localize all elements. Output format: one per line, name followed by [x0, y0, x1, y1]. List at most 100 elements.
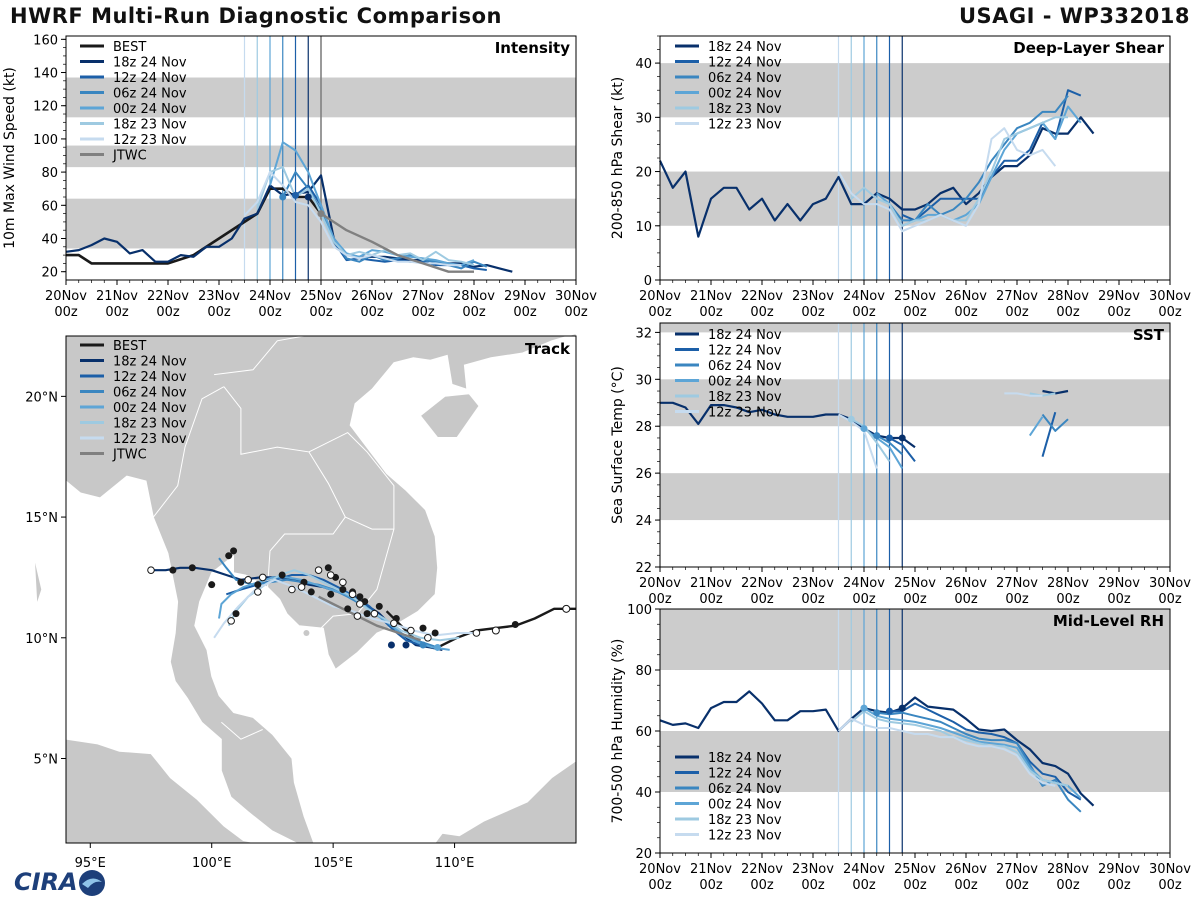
shear-ytick-label: 20 [635, 166, 652, 181]
shear-xtick-label: 24Nov [843, 289, 885, 304]
track-point-open [244, 576, 252, 584]
country-border [308, 431, 395, 530]
intensity-ytick-label: 140 [33, 67, 58, 82]
track-point-open [314, 566, 323, 574]
track-legend-label: 00z 24 Nov [113, 401, 187, 416]
rh-xtick-label: 00z [699, 878, 723, 893]
sst-xtick-label: 29Nov [1098, 576, 1140, 591]
track-point-open [472, 629, 481, 637]
shear-ytick-label: 30 [635, 111, 652, 126]
sst-xtick-label: 26Nov [945, 576, 987, 591]
shear-ytick-label: 40 [635, 57, 652, 72]
intensity-legend-label: JTWC [112, 149, 147, 164]
rh-series-line [850, 710, 1069, 787]
track-point-closed [356, 593, 364, 601]
track-panel: 95°E 100°E 105°E 110°E 5°N 10°N 15°N 20°N Track B… [25, 333, 577, 871]
track-run-marker [434, 643, 442, 651]
rh-xtick-label: 00z [1107, 878, 1131, 893]
rh-panel-title: Mid-Level RH [1053, 612, 1164, 630]
intensity-legend-label: 12z 23 Nov [113, 133, 187, 148]
track-point-open [227, 617, 235, 625]
rh-ytick-label: 60 [635, 725, 652, 740]
hainan-landmass [420, 393, 480, 438]
rh-xtick-label: 29Nov [1098, 862, 1140, 877]
shear-xtick-label: 00z [954, 305, 978, 320]
track-legend-label: JTWC [112, 448, 147, 463]
sst-init-marker [873, 432, 881, 440]
track-point-open [407, 626, 415, 635]
rh-xtick-label: 00z [801, 878, 825, 893]
sst-series-line [1028, 416, 1044, 437]
country-border [320, 516, 395, 629]
intensity-xtick-label: 00z [156, 305, 180, 320]
logo-text: CIRA [14, 868, 78, 896]
track-point-closed [278, 571, 286, 579]
track-ytick-label: 10°N [25, 632, 58, 647]
shear-xtick-label: 25Nov [894, 289, 936, 304]
shear-xtick-label: 26Nov [945, 289, 987, 304]
phu-quoc-island [303, 629, 310, 636]
sst-init-marker [847, 415, 855, 423]
rh-legend-label: 00z 24 Nov [708, 798, 782, 813]
sst-xtick-label: 00z [750, 592, 774, 607]
track-point-open [424, 633, 432, 642]
sst-legend-label: 18z 24 Nov [708, 328, 782, 343]
track-legend-label: BEST [113, 339, 146, 354]
rh-legend-label: 12z 24 Nov [708, 767, 782, 782]
shear-xtick-label: 00z [699, 305, 723, 320]
intensity-ytick-label: 20 [41, 266, 58, 281]
intensity-xtick-label: 22Nov [147, 289, 189, 304]
shear-xtick-label: 30Nov [1149, 289, 1191, 304]
sst-ytick-label: 32 [635, 326, 652, 341]
sst-init-marker [898, 434, 906, 442]
sst-xtick-label: 00z [1005, 592, 1029, 607]
shear-xtick-label: 00z [648, 305, 672, 320]
track-point-open [297, 583, 306, 591]
sst-ytick-label: 24 [635, 514, 652, 529]
intensity-xtick-label: 30Nov [555, 289, 597, 304]
sst-panel: 22242628303220Nov00z21Nov00z22Nov00z23No… [610, 322, 1191, 607]
sst-xtick-label: 25Nov [894, 576, 936, 591]
intensity-series-line [269, 141, 475, 267]
intensity-ylabel: 10m Max Wind Speed (kt) [2, 67, 18, 249]
rh-xtick-label: 00z [954, 878, 978, 893]
track-run-marker [402, 641, 410, 649]
intensity-legend-label: 18z 23 Nov [113, 118, 187, 133]
track-point-closed [208, 581, 216, 589]
shear-series-line [888, 94, 1069, 222]
intensity-xtick-label: 00z [54, 305, 78, 320]
sst-series-line [876, 434, 903, 456]
rh-xtick-label: 25Nov [894, 862, 936, 877]
track-point-open [562, 604, 571, 613]
track-point-closed [324, 564, 332, 572]
shear-ytick-label: 10 [635, 220, 652, 235]
track-point-closed [169, 566, 177, 574]
sst-ytick-label: 26 [635, 467, 652, 482]
sst-xtick-label: 00z [903, 592, 927, 607]
country-border [221, 721, 263, 740]
track-point-closed [188, 564, 196, 572]
rh-panel: 2040608010020Nov00z21Nov00z22Nov00z23Nov… [610, 603, 1191, 893]
track-xtick-label: 95°E [75, 856, 106, 871]
track-line [318, 595, 421, 642]
track-point-open [254, 588, 262, 596]
track-legend-label: 06z 24 Nov [113, 386, 187, 401]
track-point-open [339, 578, 347, 587]
sst-panel-title: SST [1133, 326, 1165, 344]
rh-init-marker [898, 704, 906, 712]
rh-ylabel: 700-500 hPa Humidity (%) [610, 639, 626, 824]
mainland-landmass [65, 333, 577, 844]
shear-legend-label: 12z 24 Nov [708, 56, 782, 71]
track-run-marker [387, 641, 395, 649]
track-ytick-label: 15°N [25, 511, 58, 526]
sst-shade-band [660, 379, 1170, 427]
shear-ylabel: 200-850 hPa Shear (kt) [610, 77, 626, 239]
rh-init-marker [873, 709, 881, 717]
track-point-closed [339, 586, 347, 593]
shear-xtick-label: 00z [750, 305, 774, 320]
rh-xtick-label: 00z [1056, 878, 1080, 893]
intensity-init-marker [292, 191, 299, 199]
intensity-legend-label: BEST [113, 40, 146, 55]
track-point-closed [431, 629, 439, 637]
country-border [223, 386, 346, 588]
